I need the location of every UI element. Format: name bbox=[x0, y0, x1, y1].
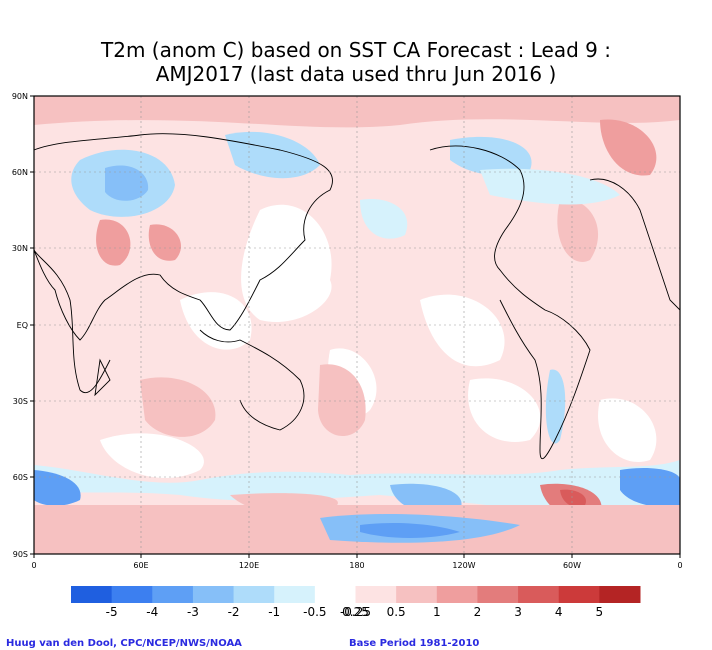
colorbar-swatch bbox=[436, 586, 478, 603]
colorbar-label: -2 bbox=[228, 605, 240, 619]
colorbar-swatch bbox=[558, 586, 600, 603]
map-title-line1: T2m (anom C) based on SST CA Forecast : … bbox=[101, 38, 611, 62]
credit-base-period: Base Period 1981-2010 bbox=[349, 638, 480, 649]
colorbar-swatch bbox=[355, 586, 397, 603]
colorbar-swatch bbox=[71, 586, 113, 603]
colorbar-label: 3 bbox=[514, 605, 522, 619]
colorbar-label: 2 bbox=[474, 605, 482, 619]
colorbar-label: -3 bbox=[187, 605, 199, 619]
colorbar-label: -4 bbox=[146, 605, 158, 619]
colorbar-label: 4 bbox=[555, 605, 563, 619]
lat-label-60n: 60N bbox=[12, 168, 28, 177]
lon-label-120w: 120W bbox=[452, 561, 475, 570]
colorbar-swatch bbox=[192, 586, 235, 603]
colorbar-label: -0.25 bbox=[340, 605, 371, 619]
axis-ticks bbox=[30, 95, 681, 558]
colorbar-swatch bbox=[152, 586, 194, 603]
colorbar-swatch bbox=[477, 586, 519, 603]
colorbar-label: -1 bbox=[268, 605, 280, 619]
colorbar-swatch bbox=[396, 586, 438, 603]
lat-label-60s: 60S bbox=[13, 473, 28, 482]
colorbar-label: -0.5 bbox=[303, 605, 326, 619]
colorbar-label: 5 bbox=[596, 605, 604, 619]
colorbar-swatch bbox=[111, 586, 153, 603]
colorbar-label: 0.5 bbox=[387, 605, 406, 619]
lat-label-90s: 90S bbox=[13, 550, 28, 559]
coastlines bbox=[34, 133, 680, 460]
colorbar bbox=[71, 586, 641, 603]
lon-label-0-left: 0 bbox=[31, 561, 36, 570]
lon-label-60w: 60W bbox=[563, 561, 581, 570]
colorbar-swatch bbox=[314, 586, 356, 603]
colorbar-swatch bbox=[599, 586, 641, 603]
colorbar-label: -5 bbox=[106, 605, 118, 619]
anomaly-field bbox=[34, 96, 680, 554]
colorbar-label: 1 bbox=[433, 605, 441, 619]
lat-label-30n: 30N bbox=[12, 244, 28, 253]
lat-label-eq: EQ bbox=[17, 321, 28, 330]
colorbar-swatch bbox=[274, 586, 316, 603]
colorbar-labels: -5 -4 -3 -2 -1 -0.5 -0.250.25 0.5 1 2 3 4 5 bbox=[106, 605, 604, 619]
colorbar-label: 0.25 bbox=[342, 605, 369, 619]
lat-label-30s: 30S bbox=[13, 397, 28, 406]
credit-author: Huug van den Dool, CPC/NCEP/NWS/NOAA bbox=[6, 638, 242, 649]
map-title-line2: AMJ2017 (last data used thru Jun 2016 ) bbox=[155, 62, 557, 86]
map-grid bbox=[34, 96, 680, 554]
lon-label-60e: 60E bbox=[133, 561, 148, 570]
lat-label-90n: 90N bbox=[12, 92, 28, 101]
lon-label-120e: 120E bbox=[239, 561, 259, 570]
colorbar-swatch bbox=[518, 586, 560, 603]
lon-label-180: 180 bbox=[349, 561, 364, 570]
colorbar-swatch bbox=[233, 586, 275, 603]
lon-label-0-right: 0 bbox=[677, 561, 682, 570]
